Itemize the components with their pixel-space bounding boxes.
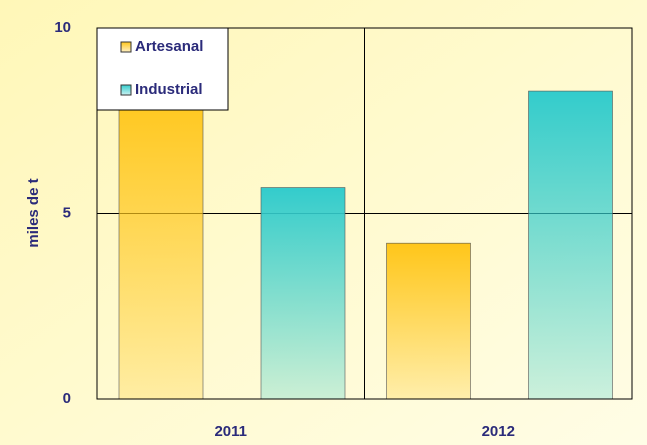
y-tick-label: 5 xyxy=(63,204,71,221)
y-tick-label: 10 xyxy=(54,19,71,36)
bar xyxy=(386,242,471,400)
x-tick-label: 2012 xyxy=(482,423,515,440)
plot-frame xyxy=(96,27,633,400)
legend-swatch xyxy=(120,84,132,96)
bar xyxy=(528,90,613,400)
y-tick-label: 0 xyxy=(63,390,71,407)
bar xyxy=(260,187,346,400)
legend xyxy=(96,27,229,111)
x-tick-label: 2011 xyxy=(214,423,247,440)
bar xyxy=(118,87,204,400)
legend-label: Artesanal xyxy=(135,38,203,55)
legend-label: Industrial xyxy=(135,81,203,98)
legend-swatch xyxy=(120,41,132,53)
y-axis-label: miles de t xyxy=(25,178,42,247)
